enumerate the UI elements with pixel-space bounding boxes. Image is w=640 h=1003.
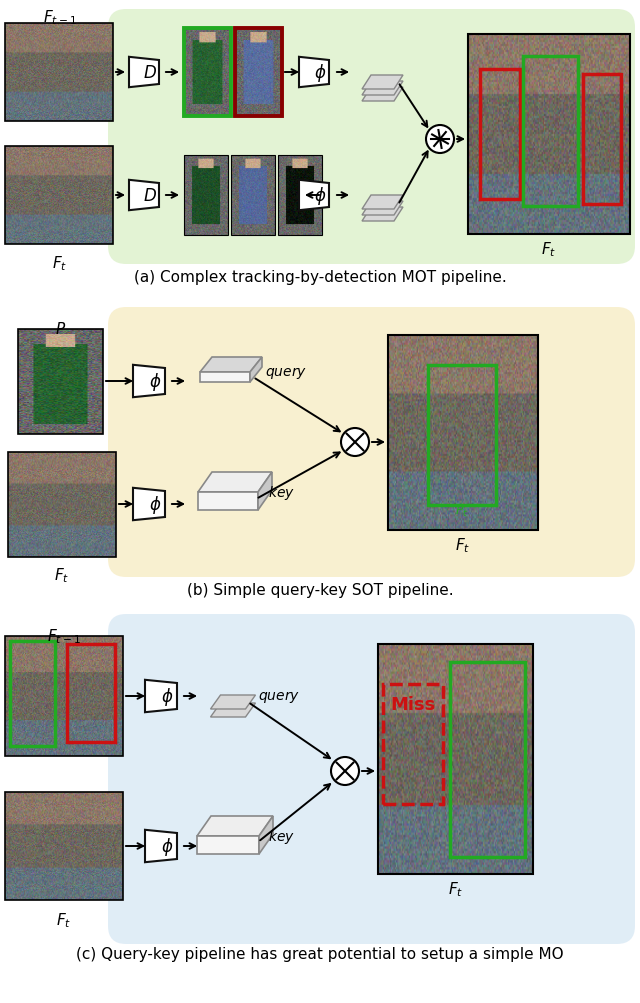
Polygon shape bbox=[200, 373, 250, 382]
Bar bbox=[428, 366, 496, 506]
Text: $F_{t-1}$: $F_{t-1}$ bbox=[47, 627, 81, 645]
Text: $\phi$: $\phi$ bbox=[314, 185, 326, 207]
Text: $F_t$: $F_t$ bbox=[54, 566, 70, 584]
Text: Miss: Miss bbox=[390, 695, 436, 713]
Text: $P_t$: $P_t$ bbox=[456, 503, 468, 518]
Polygon shape bbox=[299, 181, 329, 211]
Polygon shape bbox=[362, 88, 403, 102]
Bar bbox=[231, 155, 275, 236]
Bar bbox=[278, 155, 322, 236]
Polygon shape bbox=[145, 829, 177, 863]
Bar bbox=[5, 792, 123, 900]
Text: $query$: $query$ bbox=[265, 365, 307, 380]
Text: $F_{t-1}$: $F_{t-1}$ bbox=[43, 8, 77, 27]
Bar bbox=[468, 35, 630, 235]
Bar bbox=[523, 57, 578, 207]
FancyBboxPatch shape bbox=[108, 308, 635, 578]
Bar bbox=[235, 29, 282, 117]
Bar bbox=[378, 644, 533, 875]
Bar bbox=[67, 644, 115, 742]
Text: $\phi$: $\phi$ bbox=[148, 493, 161, 516]
Polygon shape bbox=[258, 472, 272, 511]
Circle shape bbox=[341, 428, 369, 456]
Circle shape bbox=[331, 757, 359, 785]
Polygon shape bbox=[211, 695, 255, 709]
Text: $\phi$: $\phi$ bbox=[314, 62, 326, 84]
Text: $key$: $key$ bbox=[268, 483, 295, 502]
Bar bbox=[388, 336, 538, 531]
Bar bbox=[184, 155, 228, 236]
Bar bbox=[583, 75, 621, 205]
Bar bbox=[18, 330, 103, 434]
Polygon shape bbox=[129, 181, 159, 211]
Polygon shape bbox=[197, 837, 259, 855]
Polygon shape bbox=[197, 816, 273, 837]
Text: $D$: $D$ bbox=[143, 64, 157, 82]
Bar bbox=[184, 29, 231, 117]
Text: $\phi$: $\phi$ bbox=[148, 371, 161, 392]
Polygon shape bbox=[133, 488, 165, 521]
Bar bbox=[450, 662, 525, 858]
Bar bbox=[383, 684, 443, 804]
Text: $key$: $key$ bbox=[268, 827, 295, 846]
Circle shape bbox=[426, 125, 454, 153]
Text: $F_t$: $F_t$ bbox=[52, 254, 68, 273]
Polygon shape bbox=[250, 358, 262, 382]
Bar bbox=[8, 452, 116, 558]
Polygon shape bbox=[211, 703, 255, 717]
Text: $P$: $P$ bbox=[55, 321, 66, 337]
Text: $\phi$: $\phi$ bbox=[161, 835, 173, 858]
Bar bbox=[5, 146, 113, 245]
Text: $\phi$: $\phi$ bbox=[161, 685, 173, 707]
Polygon shape bbox=[299, 58, 329, 88]
Text: $F_t$: $F_t$ bbox=[456, 536, 470, 554]
Bar bbox=[5, 24, 113, 122]
Text: (b) Simple query-key SOT pipeline.: (b) Simple query-key SOT pipeline. bbox=[187, 583, 453, 598]
Bar bbox=[235, 29, 282, 117]
Polygon shape bbox=[129, 58, 159, 88]
Polygon shape bbox=[198, 472, 272, 492]
Polygon shape bbox=[198, 492, 258, 511]
Text: $D$: $D$ bbox=[143, 187, 157, 205]
Polygon shape bbox=[362, 208, 403, 222]
Bar bbox=[480, 70, 520, 200]
FancyBboxPatch shape bbox=[108, 615, 635, 944]
Bar bbox=[184, 29, 231, 117]
Text: $query$: $query$ bbox=[258, 688, 300, 704]
Text: (c) Query-key pipeline has great potential to setup a simple MO: (c) Query-key pipeline has great potenti… bbox=[76, 946, 564, 961]
Polygon shape bbox=[362, 202, 403, 216]
Bar bbox=[5, 636, 123, 756]
Polygon shape bbox=[145, 680, 177, 712]
Polygon shape bbox=[362, 76, 403, 90]
Text: (a) Complex tracking-by-detection MOT pipeline.: (a) Complex tracking-by-detection MOT pi… bbox=[134, 270, 506, 285]
Polygon shape bbox=[362, 196, 403, 210]
Polygon shape bbox=[362, 82, 403, 96]
Polygon shape bbox=[259, 816, 273, 855]
Polygon shape bbox=[133, 365, 165, 398]
Text: $F_t$: $F_t$ bbox=[448, 879, 463, 898]
Text: $F_t$: $F_t$ bbox=[56, 910, 72, 929]
Text: $F_t$: $F_t$ bbox=[541, 240, 557, 259]
FancyBboxPatch shape bbox=[108, 10, 635, 265]
Bar bbox=[10, 641, 55, 746]
Polygon shape bbox=[200, 358, 262, 373]
